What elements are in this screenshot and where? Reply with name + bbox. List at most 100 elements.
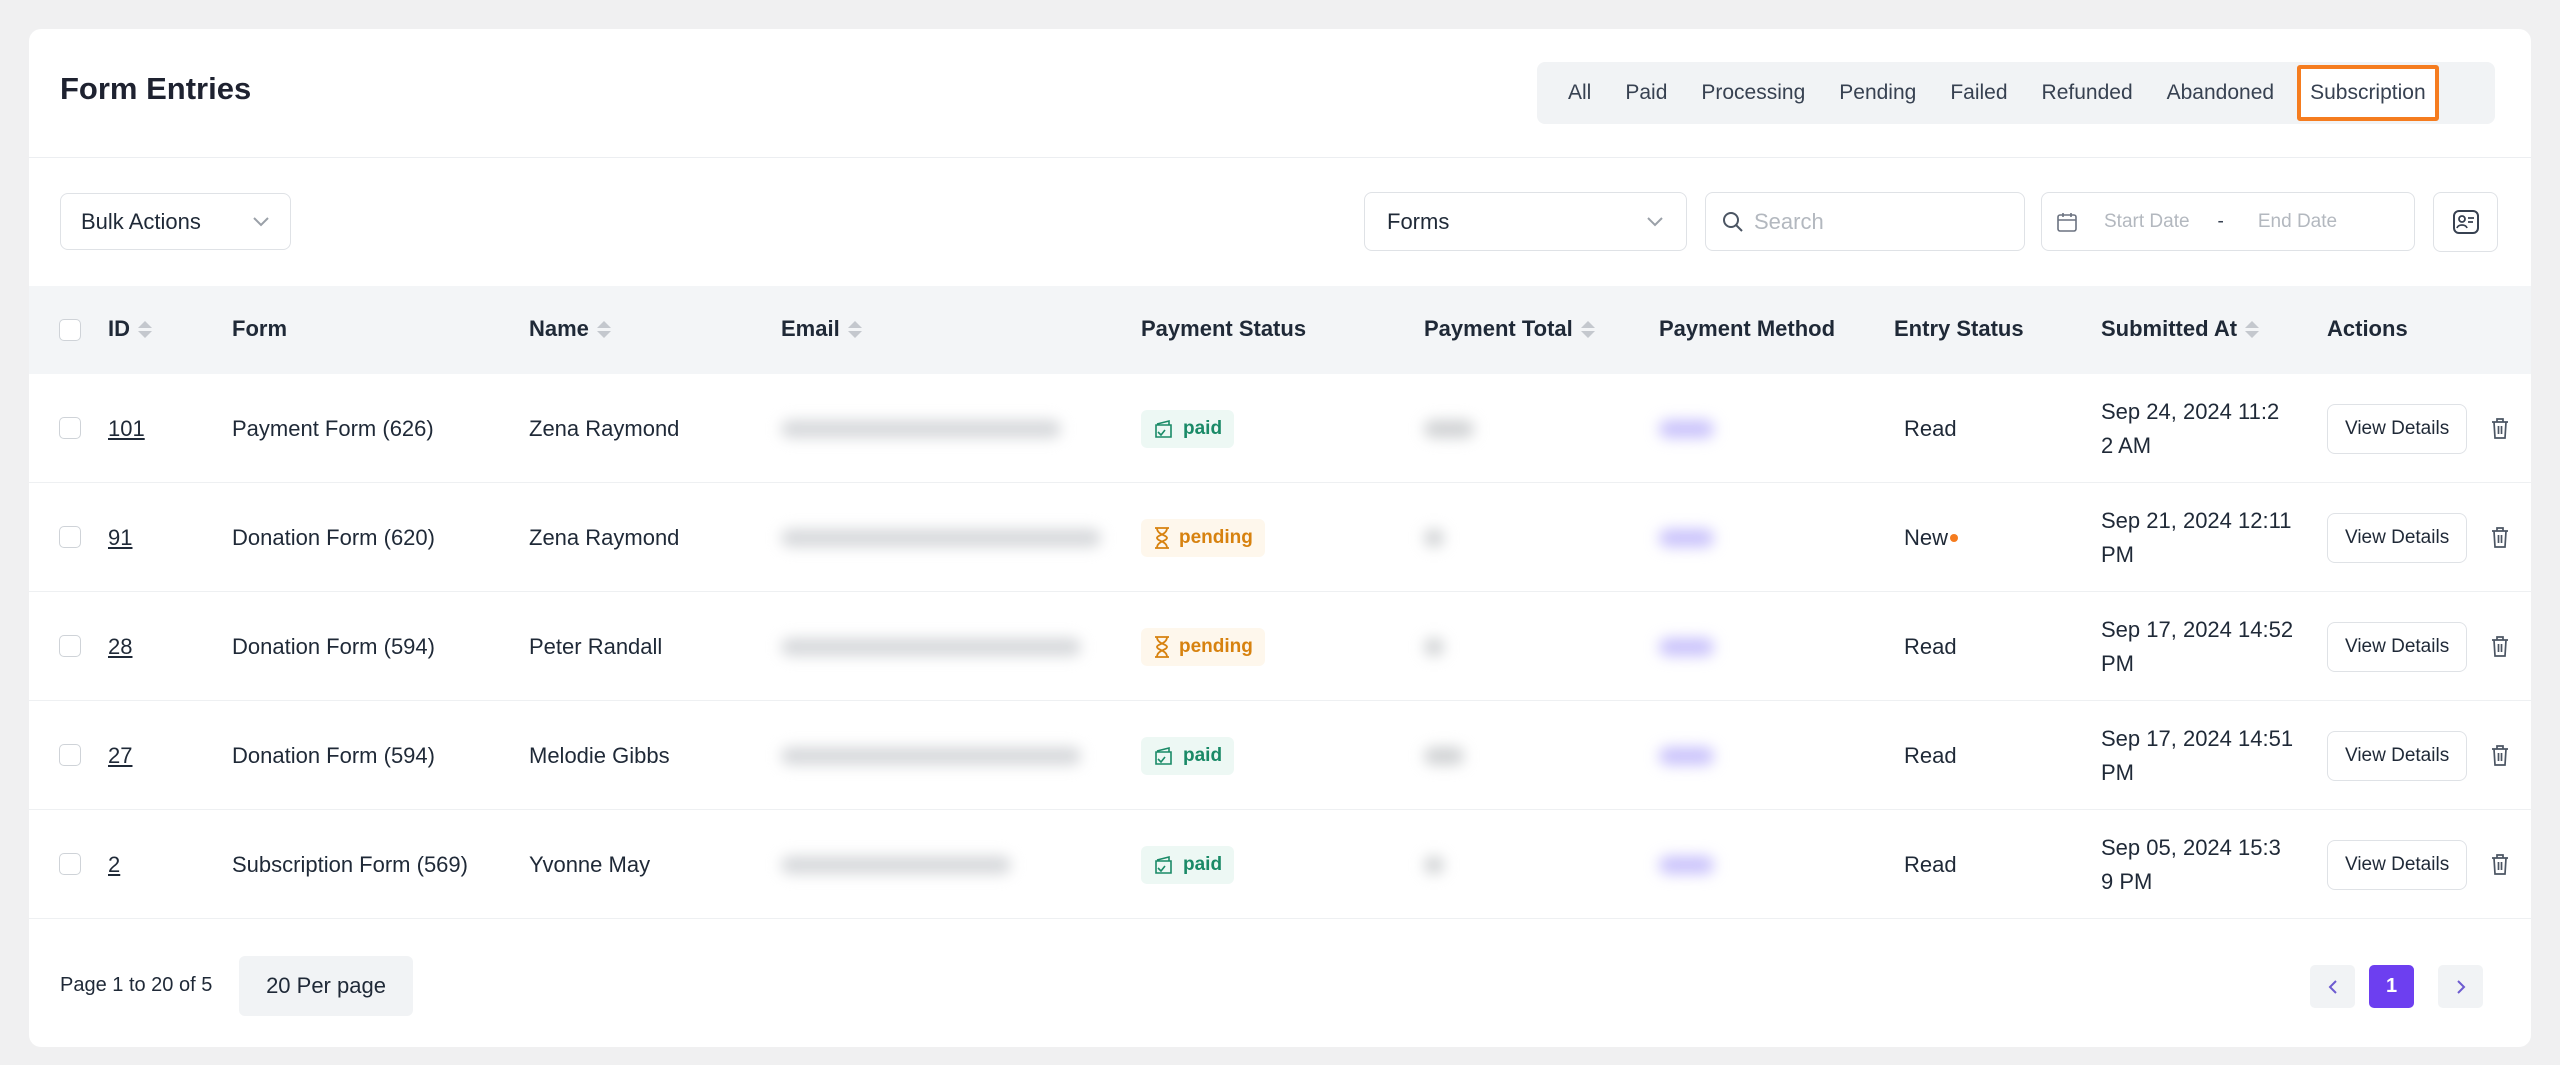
trash-icon[interactable] [2490,417,2510,441]
entry-id-link[interactable]: 101 [108,415,145,441]
payment-status-badge: pending [1141,627,1265,666]
form-name: Donation Form (594) [232,742,435,768]
view-details-button[interactable]: View Details [2327,621,2468,672]
email-redacted [781,637,1081,656]
payment-status-badge: paid [1141,409,1235,448]
wallet-check-icon [1155,419,1172,438]
page-title: Form Entries [60,71,252,106]
column-header-email[interactable]: Email [781,316,862,342]
payment-method-redacted [1659,637,1714,656]
sort-icon [596,320,611,338]
page-1-button[interactable]: 1 [2369,965,2414,1008]
column-header-form: Form [232,316,287,341]
per-page-select[interactable]: 20 Per page [239,956,413,1016]
entry-status: Read [1904,851,1957,877]
entry-status: New [1904,524,1949,550]
hourglass-icon [1155,635,1169,658]
bulk-actions-select[interactable]: Bulk Actions [60,193,291,250]
view-details-button[interactable]: View Details [2327,839,2468,890]
select-all-checkbox[interactable] [59,319,81,341]
submitter-name: Zena Raymond [529,524,680,550]
date-range-picker[interactable]: Start Date - End Date [2041,192,2415,251]
column-header-id[interactable]: ID [108,316,152,342]
column-settings-button[interactable] [2433,192,2498,252]
entry-status: Read [1904,633,1957,659]
tab-paid[interactable]: Paid [1625,81,1668,104]
table-row: 91 Donation Form (620) Zena Raymond pend… [29,483,2531,592]
hourglass-icon [1155,526,1169,549]
row-checkbox[interactable] [59,744,81,766]
payment-method-redacted [1659,855,1714,874]
view-details-button[interactable]: View Details [2327,730,2468,781]
view-details-button[interactable]: View Details [2327,403,2468,454]
tab-failed[interactable]: Failed [1950,81,2008,104]
start-date-input[interactable]: Start Date [2104,210,2190,232]
submitted-at: Sep 24, 2024 11:2 2 AM [2101,398,2280,458]
view-details-button[interactable]: View Details [2327,512,2468,563]
end-date-input[interactable]: End Date [2257,210,2338,232]
column-header-name[interactable]: Name [529,316,611,342]
trash-icon[interactable] [2490,744,2510,768]
column-header-submitted-at[interactable]: Submitted At [2101,316,2260,342]
contact-card-icon [2452,210,2479,234]
forms-select[interactable]: Forms [1364,192,1687,251]
email-redacted [781,855,1011,874]
divider [29,157,2531,158]
chevron-down-icon [253,216,269,226]
tab-all[interactable]: All [1568,81,1592,104]
row-checkbox[interactable] [59,526,81,548]
page-info: Page 1 to 20 of 5 [60,974,213,996]
payment-total-redacted [1424,528,1444,547]
chevron-right-icon [2456,979,2465,994]
submitter-name: Yvonne May [529,851,651,877]
email-redacted [781,528,1101,547]
trash-icon[interactable] [2490,635,2510,659]
entry-id-link[interactable]: 91 [108,524,133,550]
column-header-payment-total[interactable]: Payment Total [1424,316,1595,342]
chevron-left-icon [2328,979,2337,994]
row-checkbox[interactable] [59,853,81,875]
chevron-down-icon [1647,216,1663,226]
next-page-button[interactable] [2438,965,2483,1008]
entry-status: Read [1904,742,1957,768]
payment-status-badge: paid [1141,845,1235,884]
row-checkbox[interactable] [59,417,81,439]
sort-icon [1580,320,1595,338]
submitted-at: Sep 21, 2024 12:11 PM [2101,507,2292,567]
tab-refunded[interactable]: Refunded [2041,81,2133,104]
bulk-actions-label: Bulk Actions [81,208,201,234]
column-header-actions: Actions [2327,316,2408,341]
entry-id-link[interactable]: 27 [108,742,133,768]
table-header: ID Form Name Email Payment Status Paymen… [29,286,2531,374]
payment-status-badge: paid [1141,736,1235,775]
table-row: 28 Donation Form (594) Peter Randall pen… [29,592,2531,701]
payment-method-redacted [1659,419,1714,438]
column-header-payment-method: Payment Method [1659,316,1836,341]
tab-abandoned[interactable]: Abandoned [2166,81,2275,104]
form-name: Payment Form (626) [232,415,434,441]
status-tabs: All Paid Processing Pending Failed Refun… [1537,62,2495,124]
entry-id-link[interactable]: 28 [108,633,133,659]
form-name: Donation Form (594) [232,633,435,659]
search-input[interactable]: Search [1705,192,2025,251]
tab-pending[interactable]: Pending [1839,81,1917,104]
payment-method-redacted [1659,746,1714,765]
new-dot [1950,533,1959,542]
trash-icon[interactable] [2490,853,2510,877]
payment-total-redacted [1424,419,1474,438]
form-entries-card: Form Entries All Paid Processing Pending… [29,29,2531,1047]
column-header-payment-status: Payment Status [1141,316,1307,341]
sort-icon [138,320,152,338]
entry-id-link[interactable]: 2 [108,851,121,877]
tab-subscription[interactable]: Subscription [2297,65,2439,121]
sort-icon [2245,320,2260,338]
prev-page-button[interactable] [2310,965,2355,1008]
email-redacted [781,746,1081,765]
tab-processing[interactable]: Processing [1701,81,1806,104]
trash-icon[interactable] [2490,526,2510,550]
row-checkbox[interactable] [59,635,81,657]
submitted-at: Sep 05, 2024 15:3 9 PM [2101,834,2281,894]
table-row: 2 Subscription Form (569) Yvonne May pai… [29,810,2531,919]
calendar-icon [2057,212,2077,232]
email-redacted [781,419,1061,438]
